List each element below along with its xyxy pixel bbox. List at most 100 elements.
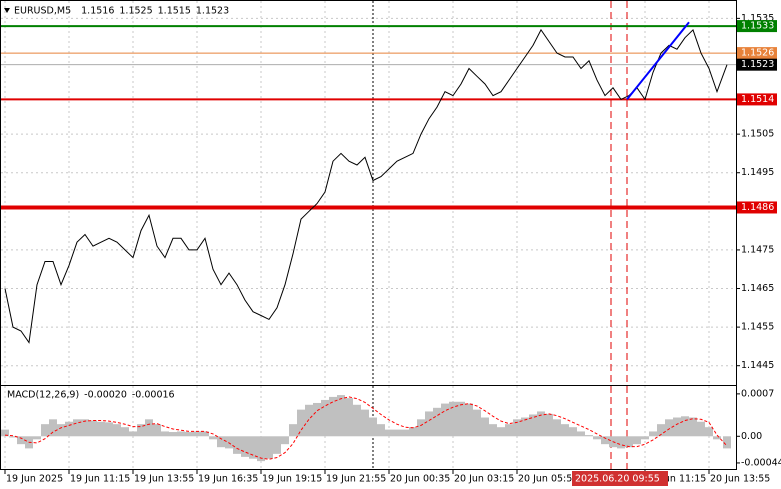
macd-histogram-bar	[241, 436, 249, 457]
macd-histogram-bar	[369, 417, 377, 437]
y-tick-label: 1.1455	[741, 322, 774, 333]
macd-histogram-bar	[33, 436, 41, 440]
macd-histogram-bar	[689, 417, 697, 437]
macd-histogram-bar	[401, 429, 409, 437]
macd-histogram-bar	[497, 427, 505, 437]
macd-histogram-bar	[713, 436, 721, 440]
x-tick-label: 20 Jun 00:35	[390, 474, 450, 485]
macd-histogram-bar	[361, 409, 369, 437]
macd-histogram-bar	[145, 419, 153, 437]
macd-readout: -0.00016	[132, 390, 175, 401]
macd-histogram-bar	[417, 419, 425, 437]
macd-histogram-bar	[193, 431, 201, 437]
macd-histogram-bar	[265, 436, 273, 459]
y-tick-label: 1.1495	[741, 167, 774, 178]
price-level-label-box	[737, 201, 777, 214]
macd-histogram-bar	[161, 431, 169, 437]
cursor-label: 2025.06.20 09:55	[575, 474, 660, 485]
cursor-label-box	[572, 471, 668, 486]
macd-histogram-bar	[521, 417, 529, 437]
macd-histogram-bar	[385, 429, 393, 437]
macd-histogram-bar	[409, 427, 417, 437]
macd-histogram-bar	[529, 414, 537, 437]
price-level-label: 1.1523	[741, 59, 774, 70]
macd-histogram-bar	[633, 436, 641, 445]
price-level-label-box	[737, 47, 777, 60]
macd-histogram-bar	[657, 424, 665, 437]
macd-histogram-bar	[577, 431, 585, 437]
macd-histogram-bar	[49, 419, 57, 437]
macd-histogram-bar	[449, 401, 457, 437]
y-tick-label: 1.1465	[741, 283, 774, 294]
y-tick-label: -0.00044	[741, 457, 781, 468]
ohlc-value: 1.1515	[158, 6, 191, 17]
macd-histogram-bar	[209, 436, 217, 440]
macd-histogram-bar	[217, 436, 225, 448]
axis: 1.1535 1.1505 1.1495 1.1475 1.1465 1.1455 1.14…	[4, 13, 781, 486]
macd-histogram-bar	[1, 429, 9, 437]
macd-histogram-bar	[73, 419, 81, 437]
macd-histogram-bar	[281, 436, 289, 445]
price-level-label: 1.1486	[741, 202, 774, 213]
chart-title: EURUSD,M5	[14, 6, 71, 17]
x-tick-label: 19 Jun 13:55	[134, 474, 194, 485]
macd-histogram-bar	[457, 401, 465, 437]
macd-histogram-bar	[81, 419, 89, 437]
price-level-label-box	[737, 20, 777, 33]
macd-histogram-bar	[561, 424, 569, 437]
macd-histogram-bar	[601, 436, 609, 445]
ohlc-value: 1.1516	[81, 6, 114, 17]
macd-histogram-bar	[105, 422, 113, 437]
y-tick-label: 1.1505	[741, 129, 774, 140]
x-tick-label: 20 Jun 05:55	[518, 474, 578, 485]
x-tick-label: 20 Jun 11:15	[646, 474, 706, 485]
macd-histogram-bar	[129, 431, 137, 437]
macd-histogram-bar	[553, 419, 561, 437]
macd-histogram-bar	[489, 424, 497, 437]
macd-histogram-bar	[625, 436, 633, 448]
macd-histogram-bar	[289, 424, 297, 437]
macd-histogram-bar	[321, 399, 329, 437]
price-line	[4, 28, 728, 344]
trend-line	[626, 21, 690, 101]
x-tick-label: 20 Jun 03:15	[454, 474, 514, 485]
price-level-label: 1.1533	[741, 21, 774, 32]
macd-histogram-bar	[393, 429, 401, 437]
macd-histogram-bar	[185, 432, 193, 437]
macd-histogram-bar	[377, 424, 385, 437]
ohlc-value: 1.1525	[119, 6, 152, 17]
ohlc-value: 1.1523	[196, 6, 229, 17]
macd-histogram-bar	[17, 436, 25, 445]
x-tick-label: 19 Jun 2025	[6, 474, 63, 485]
macd-histogram-bar	[537, 411, 545, 437]
y-tick-label: 1.1535	[741, 13, 774, 24]
macd-histogram-bar	[257, 436, 265, 462]
macd-histogram-bar	[177, 431, 185, 437]
price-level-label: 1.1514	[741, 94, 774, 105]
macd-histogram-bar	[617, 436, 625, 449]
macd-histogram-bar	[697, 421, 705, 437]
x-tick-label: 19 Jun 11:15	[70, 474, 130, 485]
macd-histogram-bar	[337, 395, 345, 437]
macd-histogram-bar	[137, 424, 145, 437]
macd-histogram-bar	[593, 436, 601, 440]
macd-histogram-bar	[233, 436, 241, 454]
macd-histogram-bar	[305, 404, 313, 437]
macd-readout: -0.00020	[84, 390, 127, 401]
macd-histogram-bar	[297, 409, 305, 437]
macd-histogram-bar	[97, 421, 105, 437]
plot	[1, 1, 736, 469]
macd-histogram-bar	[705, 427, 713, 437]
macd-histogram-bar	[329, 396, 337, 437]
macd-signal-line	[4, 396, 728, 460]
macd-histogram-bar	[153, 424, 161, 437]
macd-histogram-bar	[481, 417, 489, 437]
macd-histogram-bar	[201, 431, 209, 437]
y-tick-label: 0.0007	[741, 388, 774, 399]
macd-histogram-bar	[641, 436, 649, 440]
macd-histogram-bar	[169, 432, 177, 437]
macd-histogram-bar	[441, 403, 449, 437]
symbol-menu-icon[interactable]	[4, 8, 10, 13]
